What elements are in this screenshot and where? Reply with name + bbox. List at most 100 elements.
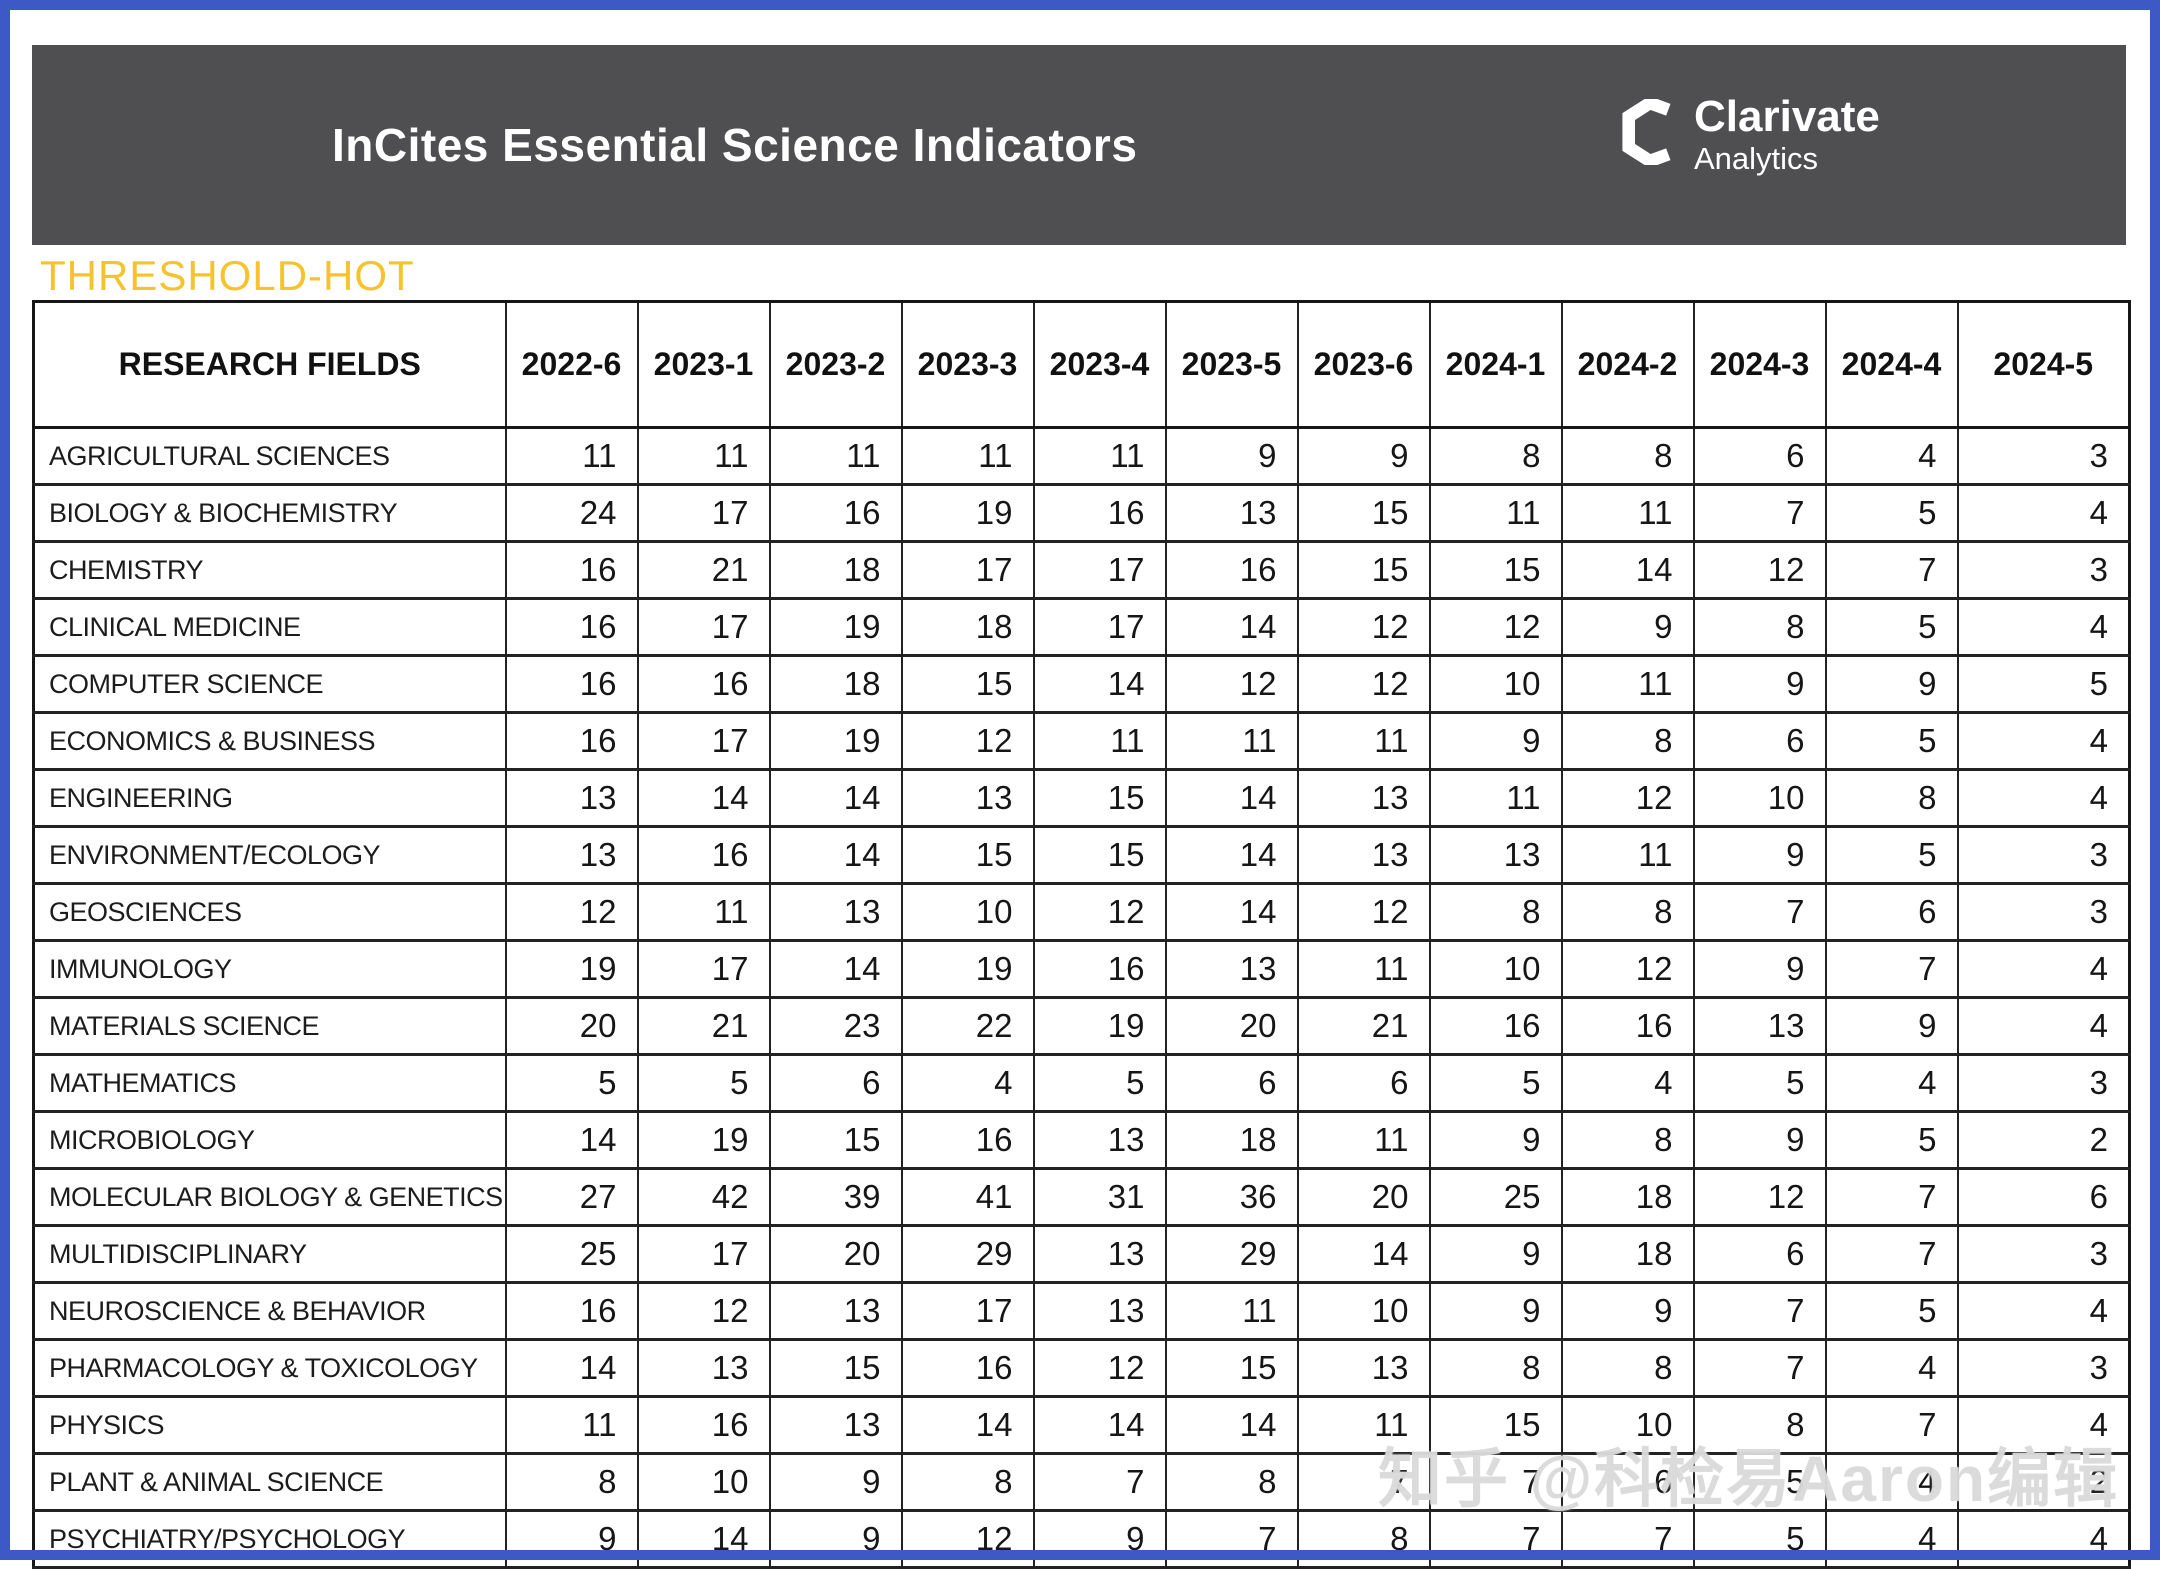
- threshold-value-cell: 3: [1956, 1224, 2131, 1284]
- threshold-value-cell: 9: [1692, 825, 1827, 885]
- threshold-value-cell: 14: [504, 1338, 639, 1398]
- threshold-value-cell: 6: [1956, 1167, 2131, 1227]
- table-body: AGRICULTURAL SCIENCES 11 11 11 11 11 9 9 8 8 6 4 3 BI…: [32, 426, 2131, 1569]
- threshold-value-cell: 8: [1428, 426, 1563, 486]
- threshold-value-cell: 16: [1428, 996, 1563, 1056]
- threshold-value-cell: 17: [1032, 597, 1167, 657]
- threshold-value-cell: 17: [636, 483, 771, 543]
- threshold-value-cell: 20: [768, 1224, 903, 1284]
- threshold-value-cell: 18: [768, 654, 903, 714]
- threshold-value-cell: 13: [1164, 939, 1299, 999]
- threshold-value-cell: 15: [1428, 540, 1563, 600]
- column-header-period-7: 2024-1: [1428, 300, 1563, 429]
- threshold-value-cell: 14: [636, 768, 771, 828]
- threshold-value-cell: 12: [1692, 540, 1827, 600]
- threshold-value-cell: 14: [1164, 1395, 1299, 1455]
- table-row: MOLECULAR BIOLOGY & GENETICS 27 42 39 41 31 36…: [32, 1167, 2131, 1227]
- threshold-value-cell: 17: [636, 1224, 771, 1284]
- field-name-cell: MATHEMATICS: [32, 1053, 507, 1113]
- threshold-value-cell: 8: [900, 1452, 1035, 1512]
- threshold-value-cell: 6: [1692, 426, 1827, 486]
- threshold-value-cell: 9: [1032, 1509, 1167, 1569]
- threshold-value-cell: 21: [636, 996, 771, 1056]
- field-name-cell: ENGINEERING: [32, 768, 507, 828]
- threshold-value-cell: 13: [768, 1395, 903, 1455]
- threshold-value-cell: 15: [1296, 540, 1431, 600]
- threshold-value-cell: 6: [1560, 1452, 1695, 1512]
- threshold-value-cell: 6: [1692, 711, 1827, 771]
- threshold-value-cell: 7: [1824, 540, 1959, 600]
- threshold-value-cell: 10: [900, 882, 1035, 942]
- threshold-value-cell: 8: [1164, 1452, 1299, 1512]
- threshold-value-cell: 12: [1296, 654, 1431, 714]
- threshold-value-cell: 9: [1296, 426, 1431, 486]
- threshold-value-cell: 14: [1164, 882, 1299, 942]
- threshold-value-cell: 17: [636, 711, 771, 771]
- threshold-value-cell: 15: [1032, 768, 1167, 828]
- threshold-value-cell: 14: [768, 768, 903, 828]
- field-name-cell: MULTIDISCIPLINARY: [32, 1224, 507, 1284]
- threshold-value-cell: 9: [504, 1509, 639, 1569]
- table-head: RESEARCH FIELDS 2022-6 2023-1 2023-2 2023-3…: [32, 300, 2131, 429]
- threshold-value-cell: 11: [1428, 483, 1563, 543]
- threshold-value-cell: 4: [1824, 1053, 1959, 1113]
- app-title: InCites Essential Science Indicators: [332, 119, 1138, 171]
- table-row: ENVIRONMENT/ECOLOGY 13 16 14 15 15 14 13 13 11 9 5 3: [32, 825, 2131, 885]
- threshold-value-cell: 3: [1956, 540, 2131, 600]
- clarivate-logo-icon: [1622, 99, 1671, 165]
- threshold-value-cell: 15: [768, 1110, 903, 1170]
- threshold-value-cell: 11: [1560, 825, 1695, 885]
- threshold-value-cell: 12: [1428, 597, 1563, 657]
- threshold-value-cell: 4: [1824, 1338, 1959, 1398]
- threshold-value-cell: 29: [900, 1224, 1035, 1284]
- threshold-value-cell: 20: [1164, 996, 1299, 1056]
- threshold-value-cell: 15: [768, 1338, 903, 1398]
- threshold-table-container: RESEARCH FIELDS 2022-6 2023-1 2023-2 2023-3…: [32, 300, 2131, 1569]
- threshold-value-cell: 20: [1296, 1167, 1431, 1227]
- threshold-value-cell: 14: [768, 825, 903, 885]
- threshold-value-cell: 11: [1428, 768, 1563, 828]
- threshold-value-cell: 7: [1824, 1395, 1959, 1455]
- threshold-value-cell: 14: [1560, 540, 1695, 600]
- threshold-value-cell: 9: [1560, 1281, 1695, 1341]
- threshold-value-cell: 4: [1956, 996, 2131, 1056]
- threshold-value-cell: 16: [504, 654, 639, 714]
- threshold-value-cell: 18: [1164, 1110, 1299, 1170]
- threshold-value-cell: 13: [1428, 825, 1563, 885]
- threshold-value-cell: 4: [1824, 426, 1959, 486]
- threshold-value-cell: 9: [1428, 1224, 1563, 1284]
- threshold-value-cell: 9: [1692, 1110, 1827, 1170]
- threshold-value-cell: 9: [768, 1452, 903, 1512]
- table-row: GEOSCIENCES 12 11 13 10 12 14 12 8 8 7 6 3: [32, 882, 2131, 942]
- field-name-cell: MOLECULAR BIOLOGY & GENETICS: [32, 1167, 507, 1227]
- threshold-value-cell: 5: [504, 1053, 639, 1113]
- threshold-value-cell: 4: [900, 1053, 1035, 1113]
- threshold-value-cell: 11: [1164, 711, 1299, 771]
- field-name-cell: PHARMACOLOGY & TOXICOLOGY: [32, 1338, 507, 1398]
- field-name-cell: NEUROSCIENCE & BEHAVIOR: [32, 1281, 507, 1341]
- threshold-value-cell: 12: [1296, 597, 1431, 657]
- threshold-value-cell: 21: [636, 540, 771, 600]
- threshold-value-cell: 15: [1428, 1395, 1563, 1455]
- threshold-value-cell: 13: [768, 1281, 903, 1341]
- table-row: ECONOMICS & BUSINESS 16 17 19 12 11 11 11 9 8 6 5 4: [32, 711, 2131, 771]
- threshold-value-cell: 13: [1296, 825, 1431, 885]
- threshold-value-cell: 23: [768, 996, 903, 1056]
- threshold-value-cell: 7: [1428, 1452, 1563, 1512]
- threshold-value-cell: 4: [1956, 939, 2131, 999]
- threshold-value-cell: 11: [1296, 939, 1431, 999]
- table-row: CHEMISTRY 16 21 18 17 17 16 15 15 14 12 7 3: [32, 540, 2131, 600]
- threshold-value-cell: 5: [1032, 1053, 1167, 1113]
- threshold-value-cell: 19: [1032, 996, 1167, 1056]
- threshold-table: RESEARCH FIELDS 2022-6 2023-1 2023-2 2023-3…: [32, 300, 2131, 1569]
- threshold-value-cell: 6: [1824, 882, 1959, 942]
- threshold-value-cell: 9: [1560, 597, 1695, 657]
- threshold-value-cell: 11: [1560, 483, 1695, 543]
- threshold-value-cell: 8: [1428, 882, 1563, 942]
- threshold-value-cell: 12: [1692, 1167, 1827, 1227]
- threshold-value-cell: 16: [1032, 939, 1167, 999]
- threshold-value-cell: 13: [1296, 1338, 1431, 1398]
- column-header-period-3: 2023-3: [900, 300, 1035, 429]
- field-name-cell: PSYCHIATRY/PSYCHOLOGY: [32, 1509, 507, 1569]
- threshold-value-cell: 3: [1956, 882, 2131, 942]
